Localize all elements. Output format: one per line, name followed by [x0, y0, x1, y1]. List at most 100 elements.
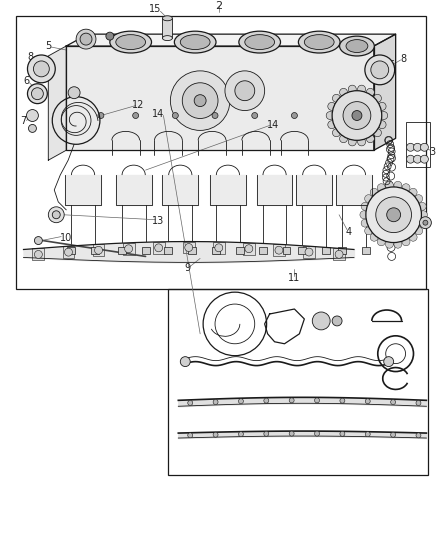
Circle shape — [326, 111, 334, 119]
Circle shape — [213, 400, 218, 405]
Circle shape — [225, 71, 265, 110]
Bar — [236, 246, 244, 254]
Circle shape — [125, 245, 133, 253]
Bar — [333, 248, 345, 260]
Polygon shape — [374, 34, 396, 150]
Bar — [406, 123, 431, 167]
Bar — [213, 242, 225, 254]
Text: 13: 13 — [152, 216, 165, 225]
Ellipse shape — [116, 35, 145, 50]
Circle shape — [413, 143, 421, 151]
Text: 15: 15 — [149, 4, 162, 14]
Circle shape — [188, 433, 193, 438]
Circle shape — [213, 432, 218, 437]
Circle shape — [406, 143, 414, 151]
Circle shape — [357, 138, 366, 146]
Circle shape — [328, 120, 336, 128]
Circle shape — [374, 94, 381, 102]
Circle shape — [26, 110, 39, 122]
Circle shape — [332, 316, 342, 326]
Circle shape — [185, 244, 193, 252]
Polygon shape — [48, 46, 66, 160]
Text: 5: 5 — [45, 41, 51, 51]
Bar — [153, 242, 165, 254]
Circle shape — [385, 181, 393, 189]
Circle shape — [314, 431, 319, 436]
Bar — [243, 243, 255, 255]
Circle shape — [106, 32, 114, 40]
Ellipse shape — [180, 35, 210, 50]
Ellipse shape — [304, 35, 334, 50]
Circle shape — [409, 188, 417, 196]
Polygon shape — [116, 175, 152, 205]
Circle shape — [289, 398, 294, 403]
Text: 6: 6 — [23, 76, 29, 86]
Circle shape — [416, 400, 421, 406]
Polygon shape — [257, 175, 293, 205]
Circle shape — [394, 181, 402, 189]
Ellipse shape — [162, 36, 173, 41]
Circle shape — [377, 238, 385, 246]
Circle shape — [245, 245, 253, 253]
Circle shape — [332, 94, 340, 102]
Text: 4: 4 — [346, 227, 352, 237]
Circle shape — [48, 207, 64, 223]
Circle shape — [416, 433, 421, 438]
Polygon shape — [336, 175, 372, 205]
Bar — [92, 244, 105, 256]
Circle shape — [365, 195, 373, 203]
Text: 14: 14 — [266, 120, 279, 131]
Circle shape — [415, 227, 423, 235]
Circle shape — [133, 112, 138, 118]
Circle shape — [188, 400, 193, 406]
Polygon shape — [66, 46, 374, 150]
Circle shape — [339, 135, 347, 143]
Text: 5: 5 — [389, 60, 395, 70]
Bar — [298, 246, 306, 254]
Circle shape — [289, 431, 294, 436]
Circle shape — [420, 217, 431, 229]
Bar — [164, 246, 173, 254]
Circle shape — [378, 120, 386, 128]
Bar — [67, 246, 75, 254]
Text: 3: 3 — [429, 147, 435, 157]
Circle shape — [80, 33, 92, 45]
Ellipse shape — [298, 31, 340, 53]
Circle shape — [370, 233, 378, 241]
Bar — [183, 241, 194, 254]
Bar — [32, 248, 44, 261]
Circle shape — [380, 111, 388, 119]
Circle shape — [28, 124, 36, 132]
Bar — [162, 18, 173, 38]
Circle shape — [385, 240, 393, 248]
Circle shape — [194, 95, 206, 107]
Circle shape — [235, 81, 255, 101]
Circle shape — [182, 83, 218, 118]
Ellipse shape — [339, 36, 374, 56]
Circle shape — [64, 248, 72, 256]
Circle shape — [366, 88, 374, 96]
Circle shape — [366, 135, 374, 143]
Circle shape — [374, 129, 381, 136]
Circle shape — [328, 102, 336, 110]
Text: 14: 14 — [152, 109, 165, 118]
Circle shape — [180, 357, 190, 367]
Circle shape — [365, 432, 370, 437]
Bar — [63, 246, 74, 258]
Circle shape — [155, 244, 162, 252]
Ellipse shape — [110, 31, 152, 53]
Circle shape — [360, 211, 368, 219]
Circle shape — [343, 102, 371, 130]
Bar — [273, 244, 285, 256]
Bar — [259, 246, 267, 254]
Circle shape — [415, 195, 423, 203]
Circle shape — [340, 431, 345, 437]
Circle shape — [238, 432, 244, 437]
Circle shape — [402, 238, 410, 246]
Bar — [303, 246, 315, 258]
Polygon shape — [210, 175, 246, 205]
Circle shape — [339, 88, 347, 96]
Circle shape — [394, 240, 402, 248]
Circle shape — [423, 220, 428, 225]
Ellipse shape — [245, 35, 275, 50]
